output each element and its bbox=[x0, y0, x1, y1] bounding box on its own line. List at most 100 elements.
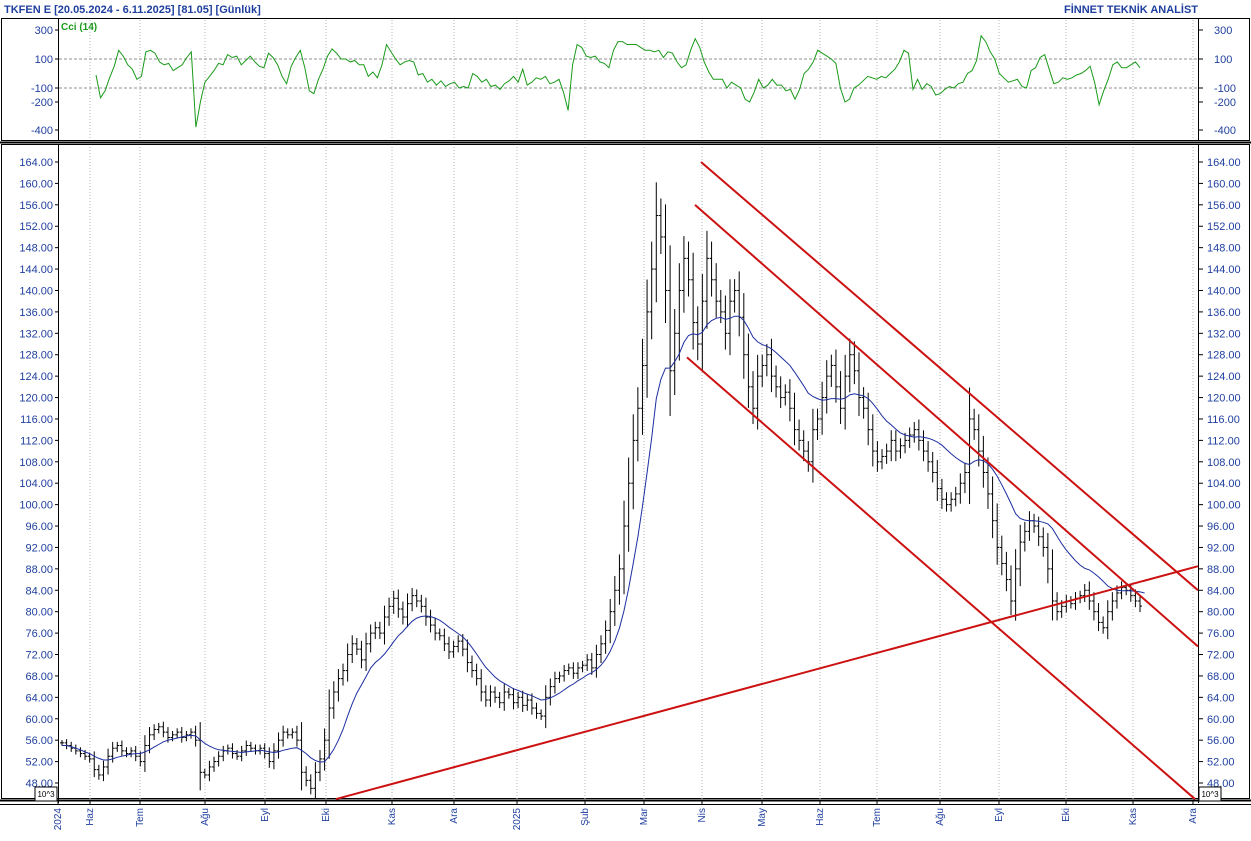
cci-tick-label-right: -400 bbox=[1214, 125, 1236, 137]
price-tick-label-left: 148.00 bbox=[19, 243, 53, 255]
price-tick-label-right: 84.00 bbox=[1207, 585, 1235, 597]
x-axis-label: Ara bbox=[449, 808, 460, 824]
x-axis-label: Kas bbox=[387, 808, 398, 825]
scale-box-right bbox=[1198, 786, 1222, 802]
price-tick-label-right: 108.00 bbox=[1207, 457, 1241, 469]
price-tick-label-left: 120.00 bbox=[19, 393, 53, 405]
price-tick-label-left: 104.00 bbox=[19, 478, 53, 490]
cci-tick-label-left: -200 bbox=[31, 97, 53, 109]
price-tick-label-right: 92.00 bbox=[1207, 542, 1235, 554]
price-tick-label-right: 56.00 bbox=[1207, 735, 1235, 747]
price-tick-label-left: 144.00 bbox=[19, 264, 53, 276]
price-tick-label-right: 164.00 bbox=[1207, 157, 1241, 169]
price-tick-label-right: 132.00 bbox=[1207, 328, 1241, 340]
price-tick-label-left: 164.00 bbox=[19, 157, 53, 169]
price-tick-label-left: 140.00 bbox=[19, 285, 53, 297]
price-tick-label-right: 96.00 bbox=[1207, 521, 1235, 533]
price-tick-label-right: 80.00 bbox=[1207, 607, 1235, 619]
price-tick-label-left: 124.00 bbox=[19, 371, 53, 383]
cci-line bbox=[95, 34, 1141, 128]
price-tick-label-right: 104.00 bbox=[1207, 478, 1241, 490]
trendline-1 bbox=[335, 565, 1199, 801]
price-tick-label-right: 52.00 bbox=[1207, 757, 1235, 769]
price-tick-label-left: 72.00 bbox=[25, 650, 53, 662]
price-tick-label-left: 60.00 bbox=[25, 714, 53, 726]
x-axis-label: 2024 bbox=[53, 808, 64, 831]
price-tick-label-right: 72.00 bbox=[1207, 650, 1235, 662]
price-tick-label-left: 80.00 bbox=[25, 607, 53, 619]
price-tick-label-left: 52.00 bbox=[25, 757, 53, 769]
trendlines bbox=[335, 161, 1199, 801]
cci-tick-label-right: 100 bbox=[1214, 54, 1232, 66]
price-tick-label-left: 56.00 bbox=[25, 735, 53, 747]
cci-tick-label-left: -400 bbox=[31, 125, 53, 137]
price-tick-label-left: 100.00 bbox=[19, 500, 53, 512]
price-tick-label-right: 112.00 bbox=[1207, 435, 1240, 447]
cci-grid bbox=[59, 20, 1197, 140]
price-tick-label-left: 156.00 bbox=[19, 200, 53, 212]
cci-tick-label-right: -100 bbox=[1214, 83, 1236, 95]
price-tick-label-right: 140.00 bbox=[1207, 285, 1241, 297]
price-tick-label-left: 84.00 bbox=[25, 585, 53, 597]
price-tick-label-right: 160.00 bbox=[1207, 178, 1241, 190]
price-tick-label-left: 92.00 bbox=[25, 542, 53, 554]
x-axis-label: Ağu bbox=[935, 808, 946, 826]
price-tick-label-left: 152.00 bbox=[19, 221, 53, 233]
price-tick-label-right: 88.00 bbox=[1207, 564, 1235, 576]
x-axis-label: Haz bbox=[85, 808, 96, 826]
x-axis-label: Kas bbox=[1128, 808, 1139, 825]
price-tick-label-left: 88.00 bbox=[25, 564, 53, 576]
scale-box-left bbox=[34, 786, 58, 802]
price-tick-label-right: 152.00 bbox=[1207, 221, 1241, 233]
price-tick-label-left: 112.00 bbox=[20, 435, 53, 447]
x-axis-label: Eyl bbox=[260, 808, 271, 822]
price-tick-label-left: 160.00 bbox=[19, 178, 53, 190]
price-tick-label-left: 64.00 bbox=[25, 692, 53, 704]
price-panel-frame bbox=[1, 144, 1250, 799]
moving-average-line bbox=[62, 315, 1145, 763]
x-axis-label: Eyl bbox=[994, 808, 1005, 822]
price-tick-label-left: 116.00 bbox=[20, 414, 53, 426]
price-tick-label-right: 148.00 bbox=[1207, 243, 1241, 255]
x-axis-label: Mar bbox=[639, 807, 650, 825]
x-axis-label: Nis bbox=[697, 808, 708, 822]
price-tick-label-right: 68.00 bbox=[1207, 671, 1235, 683]
x-axis-label: May bbox=[757, 808, 768, 827]
trendline-2 bbox=[700, 161, 1199, 592]
x-axis-label: Ağu bbox=[200, 808, 211, 826]
price-tick-label-right: 156.00 bbox=[1207, 200, 1241, 212]
x-axis-label: Haz bbox=[815, 808, 826, 826]
cci-tick-label-right: -200 bbox=[1214, 97, 1236, 109]
price-tick-label-right: 144.00 bbox=[1207, 264, 1241, 276]
cci-panel-frame bbox=[1, 18, 1250, 141]
price-tick-label-left: 96.00 bbox=[25, 521, 53, 533]
price-tick-label-left: 132.00 bbox=[19, 328, 53, 340]
trendline-3 bbox=[694, 204, 1199, 648]
chart-title: TKFEN E [20.05.2024 - 6.11.2025] [81.05]… bbox=[4, 4, 261, 16]
price-grid bbox=[89, 147, 1194, 799]
cci-indicator-label: Cci (14) bbox=[61, 22, 97, 33]
price-tick-label-right: 120.00 bbox=[1207, 393, 1241, 405]
brand-label: FİNNET TEKNİK ANALİST bbox=[1064, 3, 1198, 16]
price-tick-label-right: 76.00 bbox=[1207, 628, 1235, 640]
scale-label-left: 10^3 bbox=[37, 790, 55, 799]
x-axis-label: Şub bbox=[580, 808, 591, 826]
price-tick-label-right: 136.00 bbox=[1207, 307, 1241, 319]
x-axis-label: Eki bbox=[1061, 808, 1072, 822]
price-tick-label-left: 108.00 bbox=[19, 457, 53, 469]
x-axis-label: 2025 bbox=[512, 808, 523, 831]
price-tick-label-right: 124.00 bbox=[1207, 371, 1241, 383]
cci-axis-ticks: 300 300 100 100 -100 -100 -200 -200 -400 -400 bbox=[31, 25, 1236, 137]
price-tick-label-left: 68.00 bbox=[25, 671, 53, 683]
price-tick-label-left: 76.00 bbox=[25, 628, 53, 640]
cci-tick-label-left: 300 bbox=[35, 25, 53, 37]
cci-tick-label-left: 100 bbox=[35, 54, 53, 66]
price-tick-label-left: 128.00 bbox=[19, 350, 53, 362]
price-tick-label-right: 116.00 bbox=[1207, 414, 1240, 426]
x-axis-label: Tem bbox=[135, 808, 146, 827]
trendline-4 bbox=[686, 356, 1196, 800]
price-tick-label-right: 100.00 bbox=[1207, 500, 1241, 512]
x-axis-label: Eki bbox=[321, 808, 332, 822]
